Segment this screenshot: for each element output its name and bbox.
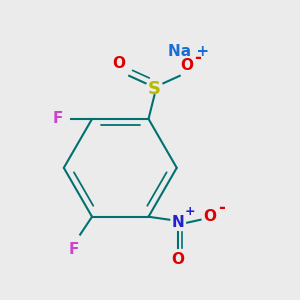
Text: F: F <box>53 111 63 126</box>
Text: O: O <box>181 58 194 73</box>
Text: +: + <box>184 205 195 218</box>
Text: -: - <box>194 49 201 67</box>
Text: O: O <box>172 252 185 267</box>
Text: Na +: Na + <box>168 44 209 59</box>
Text: O: O <box>112 56 125 71</box>
Text: O: O <box>203 209 216 224</box>
Text: -: - <box>218 199 225 217</box>
Text: F: F <box>69 242 80 257</box>
Text: N: N <box>172 215 184 230</box>
Text: S: S <box>148 80 161 98</box>
